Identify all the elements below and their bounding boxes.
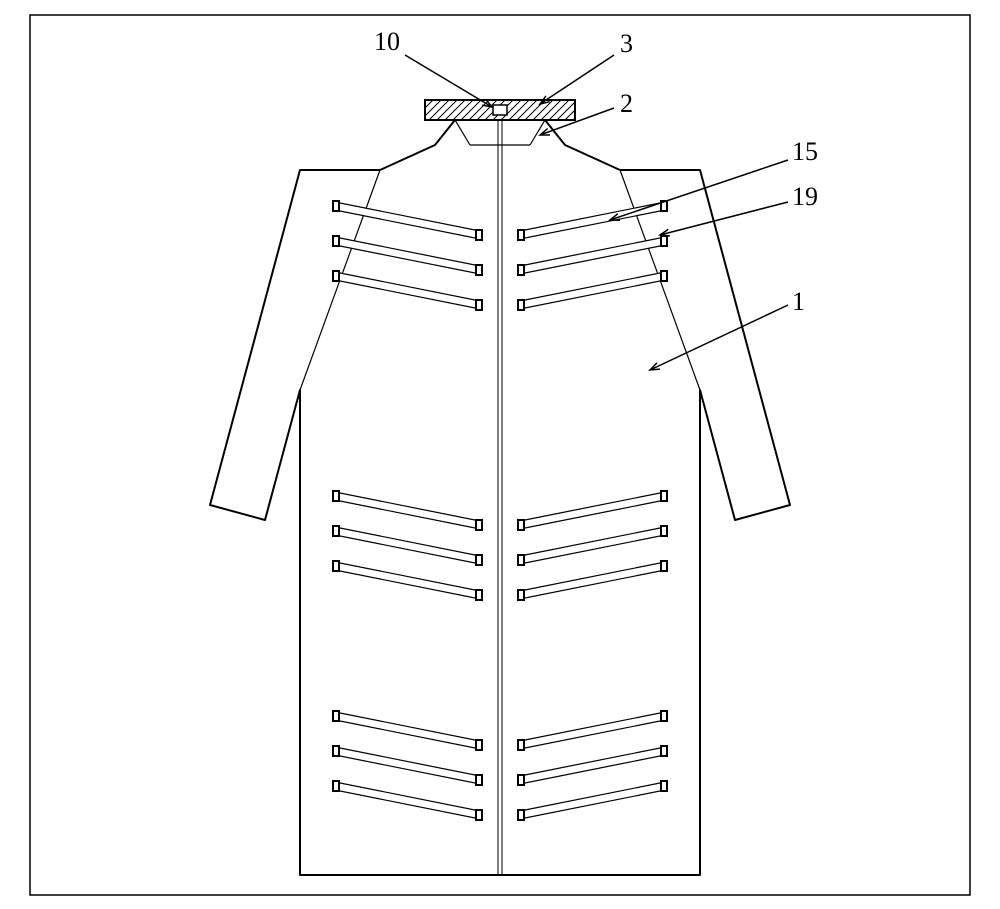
callout-label-15: 15 [792,137,818,166]
collar-top-strip [405,100,609,120]
callout-label-10: 10 [374,27,400,56]
callout-label-2: 2 [620,89,633,118]
callout-label-19: 19 [792,182,818,211]
coat-outline [210,120,790,875]
leader-3 [540,55,614,104]
callout-label-1: 1 [792,287,805,316]
collar-center-clasp [493,105,507,115]
callout-label-3: 3 [620,29,633,58]
